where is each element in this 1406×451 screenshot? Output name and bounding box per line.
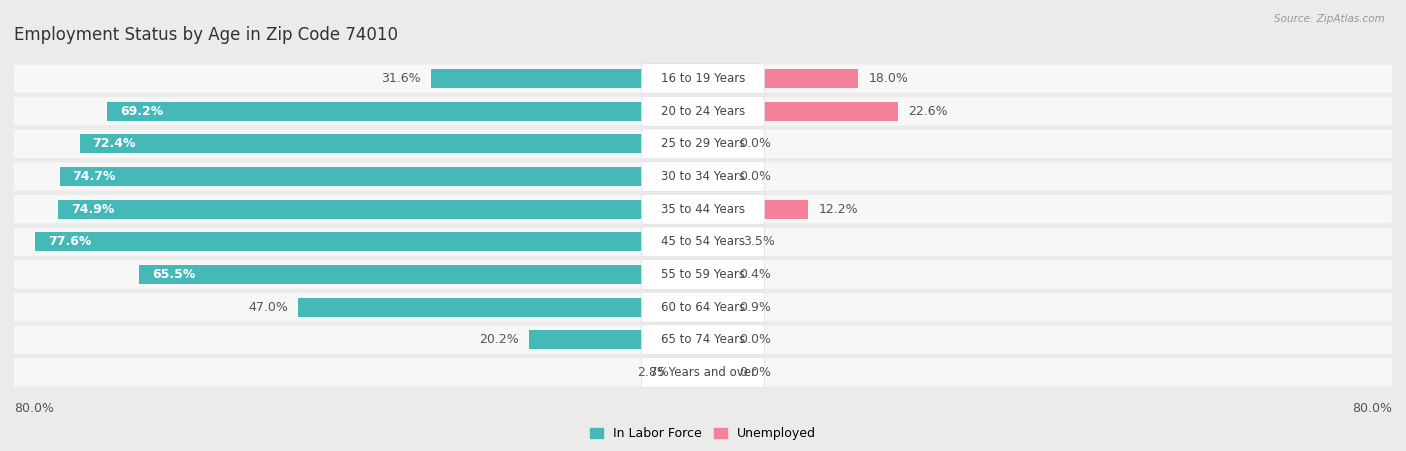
Text: 25 to 29 Years: 25 to 29 Years — [661, 138, 745, 150]
Bar — [703, 298, 728, 317]
FancyBboxPatch shape — [641, 227, 765, 257]
Bar — [58, 200, 703, 219]
Bar — [59, 167, 703, 186]
Text: 12.2%: 12.2% — [818, 202, 858, 216]
Text: 0.4%: 0.4% — [740, 268, 770, 281]
Text: 55 to 59 Years: 55 to 59 Years — [661, 268, 745, 281]
Text: 80.0%: 80.0% — [14, 402, 53, 415]
Text: 18.0%: 18.0% — [869, 72, 908, 85]
Text: 65 to 74 Years: 65 to 74 Years — [661, 333, 745, 346]
Text: 16 to 19 Years: 16 to 19 Years — [661, 72, 745, 85]
FancyBboxPatch shape — [641, 259, 765, 290]
Bar — [703, 102, 897, 121]
Text: 0.0%: 0.0% — [740, 366, 770, 379]
Text: 45 to 54 Years: 45 to 54 Years — [661, 235, 745, 249]
Bar — [703, 167, 728, 186]
Text: 60 to 64 Years: 60 to 64 Years — [661, 301, 745, 313]
Text: 69.2%: 69.2% — [120, 105, 163, 118]
Text: 2.8%: 2.8% — [637, 366, 669, 379]
FancyBboxPatch shape — [14, 162, 1392, 191]
Bar — [703, 134, 728, 153]
FancyBboxPatch shape — [641, 161, 765, 192]
Text: 72.4%: 72.4% — [93, 138, 136, 150]
Text: 20 to 24 Years: 20 to 24 Years — [661, 105, 745, 118]
Bar — [80, 134, 703, 153]
FancyBboxPatch shape — [14, 359, 1392, 387]
Bar — [703, 363, 728, 382]
FancyBboxPatch shape — [14, 130, 1392, 158]
FancyBboxPatch shape — [641, 96, 765, 126]
Bar — [703, 69, 858, 88]
Bar — [703, 265, 728, 284]
Text: 35 to 44 Years: 35 to 44 Years — [661, 202, 745, 216]
Text: Employment Status by Age in Zip Code 74010: Employment Status by Age in Zip Code 740… — [14, 26, 398, 44]
Text: 0.0%: 0.0% — [740, 333, 770, 346]
FancyBboxPatch shape — [641, 325, 765, 355]
FancyBboxPatch shape — [14, 228, 1392, 256]
Text: 0.0%: 0.0% — [740, 138, 770, 150]
Text: 30 to 34 Years: 30 to 34 Years — [661, 170, 745, 183]
Bar — [35, 232, 703, 251]
FancyBboxPatch shape — [14, 195, 1392, 223]
FancyBboxPatch shape — [641, 292, 765, 322]
Bar — [298, 298, 703, 317]
FancyBboxPatch shape — [14, 64, 1392, 92]
FancyBboxPatch shape — [14, 97, 1392, 125]
FancyBboxPatch shape — [14, 293, 1392, 321]
FancyBboxPatch shape — [641, 129, 765, 159]
Text: 22.6%: 22.6% — [908, 105, 948, 118]
Bar — [529, 330, 703, 349]
Text: 75 Years and over: 75 Years and over — [650, 366, 756, 379]
Bar — [107, 102, 703, 121]
FancyBboxPatch shape — [641, 64, 765, 94]
Bar — [703, 330, 728, 349]
Text: 80.0%: 80.0% — [1353, 402, 1392, 415]
Text: 0.9%: 0.9% — [740, 301, 770, 313]
Text: 3.5%: 3.5% — [744, 235, 775, 249]
Bar — [703, 200, 808, 219]
Text: 31.6%: 31.6% — [381, 72, 420, 85]
Legend: In Labor Force, Unemployed: In Labor Force, Unemployed — [585, 423, 821, 446]
FancyBboxPatch shape — [641, 194, 765, 224]
Text: 74.9%: 74.9% — [70, 202, 114, 216]
Bar — [430, 69, 703, 88]
Text: 20.2%: 20.2% — [479, 333, 519, 346]
Text: 77.6%: 77.6% — [48, 235, 91, 249]
Bar — [679, 363, 703, 382]
FancyBboxPatch shape — [641, 357, 765, 387]
Bar — [139, 265, 703, 284]
Text: 47.0%: 47.0% — [247, 301, 288, 313]
Text: Source: ZipAtlas.com: Source: ZipAtlas.com — [1274, 14, 1385, 23]
Text: 0.0%: 0.0% — [740, 170, 770, 183]
Text: 74.7%: 74.7% — [73, 170, 117, 183]
FancyBboxPatch shape — [14, 326, 1392, 354]
FancyBboxPatch shape — [14, 260, 1392, 289]
Text: 65.5%: 65.5% — [152, 268, 195, 281]
Bar — [703, 232, 733, 251]
